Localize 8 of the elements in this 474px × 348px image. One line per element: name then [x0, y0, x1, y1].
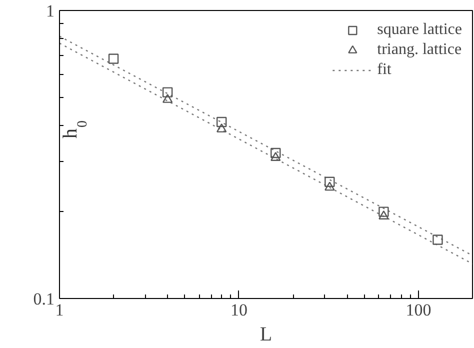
legend-label: square lattice	[377, 21, 462, 39]
x-axis-title: L	[260, 324, 272, 346]
x-tick-label: 100	[406, 300, 432, 320]
y-axis-title: h0	[60, 120, 90, 138]
legend-label: fit	[377, 61, 392, 79]
y-tick-label: 0.1	[33, 290, 54, 308]
x-tick-label: 10	[230, 300, 248, 320]
legend-label: triang. lattice	[377, 41, 462, 59]
